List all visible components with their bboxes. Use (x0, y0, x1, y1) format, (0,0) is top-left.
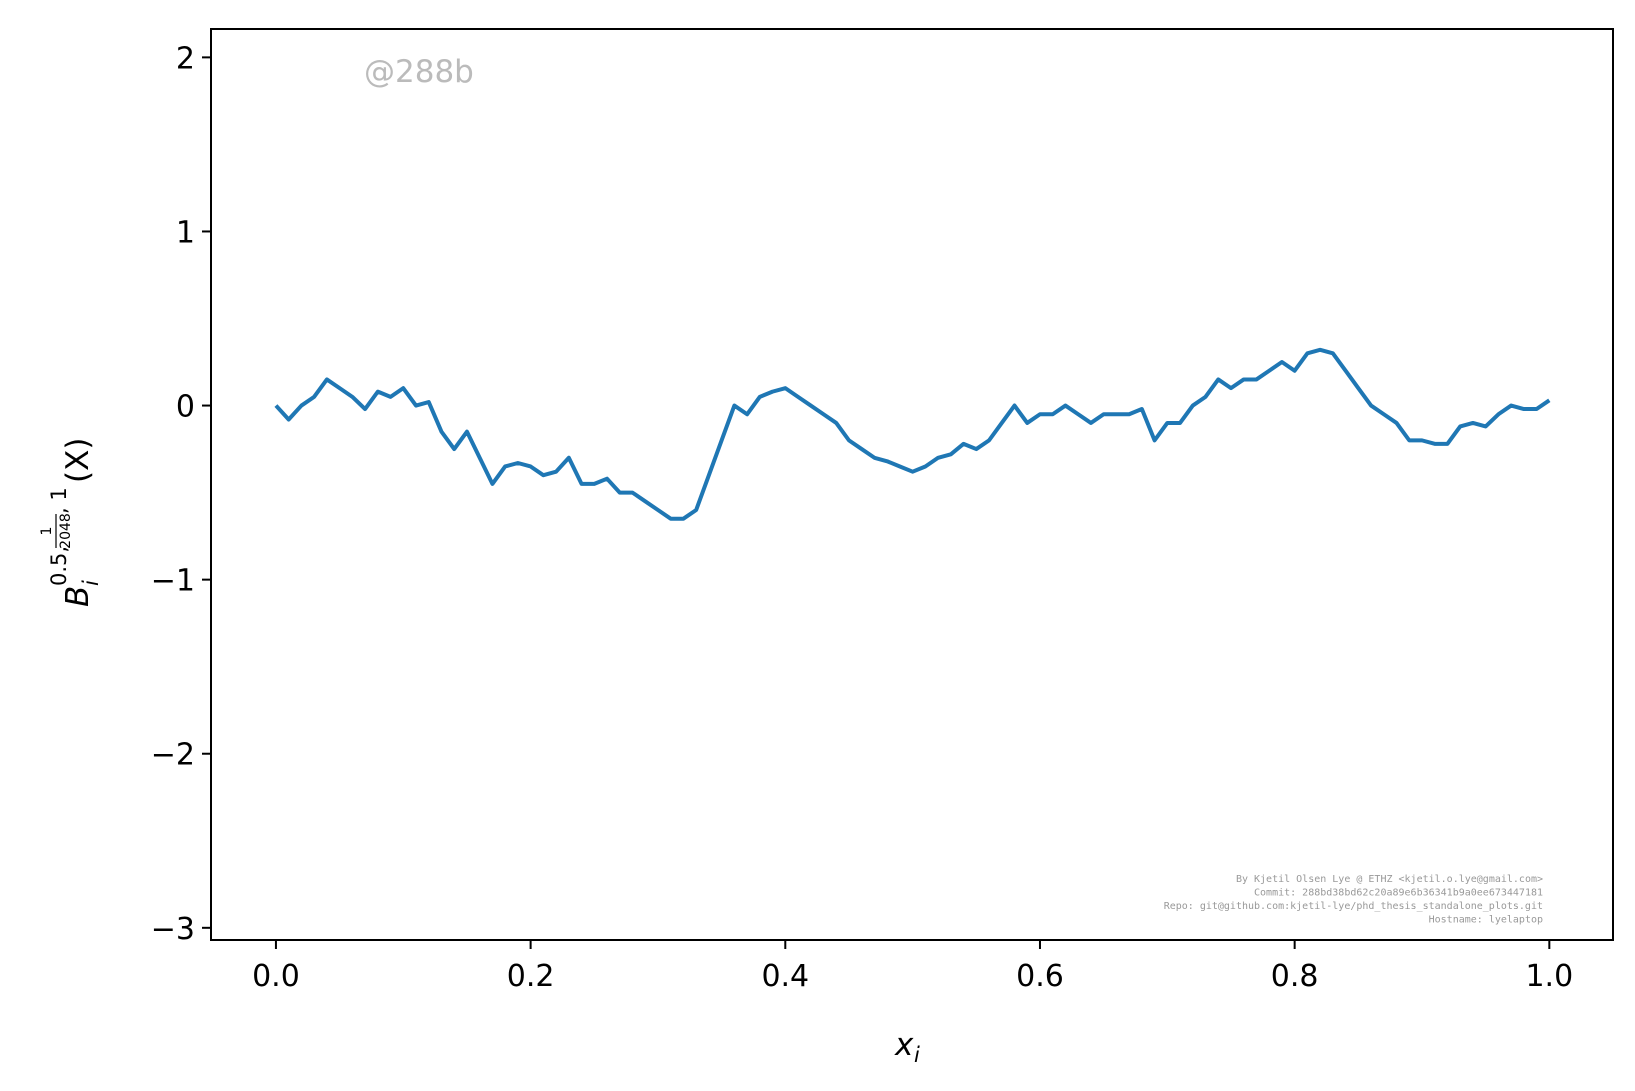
data-line (274, 347, 1551, 521)
y-label-sup-end: , 1 (47, 487, 71, 514)
x-axis-label: x i (894, 1027, 920, 1067)
y-label-arg: (X) (60, 438, 96, 483)
y-label-frac-den: 2048 (58, 513, 74, 549)
x-label-sub: i (914, 1043, 920, 1067)
y-label-frac-num: 1 (39, 527, 55, 536)
x-tick-label: 0.2 (507, 959, 555, 994)
x-tick-label: 0.4 (761, 959, 809, 994)
y-axis-label: B i 0.5, 1 2048 , 1 (X) (39, 438, 103, 607)
x-tick-label: 1.0 (1525, 959, 1573, 994)
x-tick-label: 0.8 (1271, 959, 1319, 994)
y-tick-label: −3 (151, 912, 195, 947)
y-tick-label: 1 (176, 215, 195, 250)
footer-line: Commit: 288bd38bd62c20a89e6b36341b9a0ee6… (1254, 888, 1543, 899)
footer-line: By Kjetil Olsen Lye @ ETHZ <kjetil.o.lye… (1236, 874, 1543, 885)
x-tick-label: 0.0 (252, 959, 300, 994)
x-tick-label: 0.6 (1016, 959, 1064, 994)
footer-line: Hostname: lyelaptop (1429, 915, 1543, 926)
y-tick-label: −2 (151, 738, 195, 773)
x-label-base: x (894, 1027, 914, 1063)
watermark: @288b (364, 54, 474, 90)
y-tick-label: −1 (151, 564, 195, 599)
footer-line: Repo: git@github.com:kjetil-lye/phd_thes… (1164, 901, 1543, 912)
y-label-sub: i (79, 580, 103, 586)
y-tick-label: 0 (176, 390, 195, 425)
y-tick-label: 2 (176, 41, 195, 76)
y-label-sup: 0.5, (47, 546, 71, 586)
plot-frame (210, 28, 1614, 941)
y-label-base: B (60, 586, 96, 607)
